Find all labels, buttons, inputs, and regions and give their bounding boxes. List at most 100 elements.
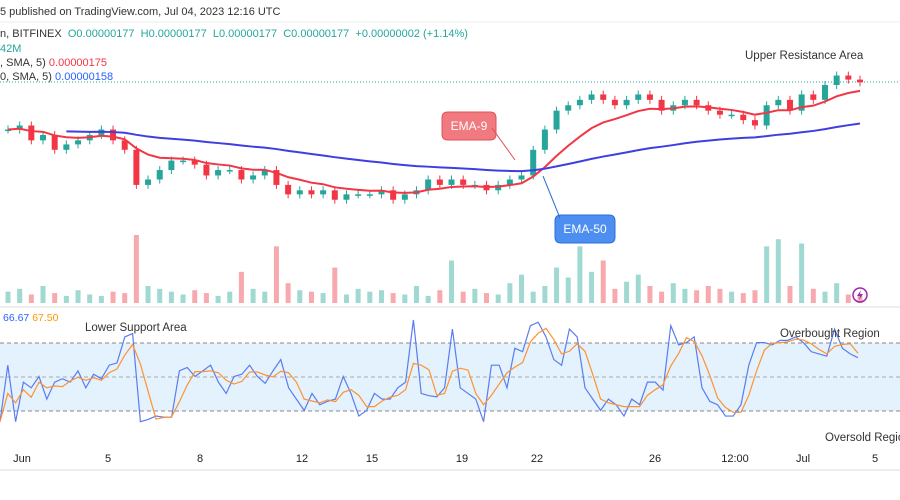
stoch-d-value: 67.50 bbox=[32, 312, 59, 324]
volume-bar bbox=[554, 267, 560, 303]
candle bbox=[565, 105, 572, 111]
x-tick-label: 5 bbox=[872, 453, 878, 465]
volume-bar bbox=[378, 290, 384, 303]
candle bbox=[156, 170, 163, 180]
candle bbox=[541, 129, 548, 150]
volume-bar bbox=[87, 294, 93, 303]
volume-bar bbox=[810, 288, 816, 303]
volume-bar bbox=[647, 286, 653, 303]
volume-bar bbox=[110, 291, 116, 303]
candle bbox=[121, 140, 128, 150]
volume-bar bbox=[519, 274, 525, 303]
volume-bar bbox=[157, 288, 163, 303]
volume-bar bbox=[682, 288, 688, 303]
volume-bar bbox=[75, 290, 81, 303]
ema50-callout: EMA-50 bbox=[542, 175, 616, 244]
volume-bar bbox=[273, 246, 279, 303]
ema50-line bbox=[66, 122, 861, 173]
volume-bar bbox=[413, 286, 419, 303]
volume-bar bbox=[285, 283, 291, 303]
candle bbox=[436, 179, 443, 185]
volume-bar bbox=[215, 295, 221, 303]
volume-bar bbox=[203, 293, 209, 303]
volume-bar bbox=[705, 286, 711, 303]
volume-bar bbox=[250, 288, 256, 303]
candle bbox=[75, 140, 82, 145]
candle bbox=[285, 184, 292, 195]
volume-bar bbox=[5, 291, 11, 303]
x-tick-label: 22 bbox=[531, 453, 543, 465]
candle bbox=[635, 94, 642, 100]
candle bbox=[261, 170, 268, 176]
candle bbox=[180, 160, 187, 163]
volume-bar bbox=[670, 283, 676, 303]
ema9-callout: EMA-9 bbox=[441, 111, 516, 161]
candle bbox=[751, 120, 758, 126]
candle bbox=[810, 94, 817, 100]
volume-bar bbox=[717, 288, 723, 303]
ema2-value: 0.00000158 bbox=[55, 71, 114, 83]
symbol: n, BITFINEX bbox=[0, 28, 62, 40]
ema2-legend: 0, SMA, 5) 0.00000158 bbox=[0, 71, 113, 83]
volume-bar bbox=[180, 294, 186, 303]
volume-bar bbox=[40, 286, 46, 303]
candle bbox=[320, 190, 327, 195]
ema1-label: , SMA, 5) bbox=[0, 57, 46, 69]
ema9-label: EMA-9 bbox=[451, 119, 488, 133]
candle bbox=[821, 85, 828, 100]
volume-bar bbox=[227, 291, 233, 303]
x-tick-label: 12 bbox=[296, 453, 308, 465]
candle bbox=[28, 125, 35, 141]
candle bbox=[168, 160, 175, 171]
volume-bar bbox=[822, 291, 828, 303]
volume-bar bbox=[437, 290, 443, 303]
volume-bar bbox=[449, 260, 455, 303]
candle bbox=[588, 94, 595, 100]
lightning-icon[interactable] bbox=[852, 287, 868, 303]
candle bbox=[250, 175, 257, 180]
candle bbox=[833, 75, 840, 85]
volume-bar bbox=[495, 294, 501, 303]
volume-bar bbox=[729, 291, 735, 303]
candle bbox=[495, 184, 502, 191]
ema2-label: 0, SMA, 5) bbox=[0, 71, 52, 83]
candle bbox=[366, 194, 373, 196]
volume-bar bbox=[507, 283, 513, 303]
candle bbox=[40, 134, 47, 141]
volume-bar bbox=[752, 290, 758, 303]
volume-bar bbox=[145, 286, 151, 303]
candle bbox=[226, 170, 233, 172]
volume-bar bbox=[343, 294, 349, 303]
volume-bar bbox=[262, 291, 268, 303]
candle bbox=[530, 149, 537, 176]
volume-bar bbox=[133, 235, 139, 303]
candle bbox=[273, 170, 280, 185]
x-tick-label: 12:00 bbox=[721, 453, 749, 465]
x-tick-label: Jun bbox=[13, 453, 31, 465]
overbought-label: Overbought Region bbox=[780, 328, 880, 340]
volume-bar bbox=[834, 283, 840, 303]
candle bbox=[203, 164, 210, 176]
candle bbox=[576, 99, 583, 106]
volume-bar bbox=[320, 293, 326, 303]
candle bbox=[390, 190, 397, 200]
candle bbox=[378, 190, 385, 195]
candle bbox=[308, 190, 315, 195]
volume-bar bbox=[192, 290, 198, 303]
candle bbox=[611, 99, 618, 106]
candle bbox=[238, 170, 245, 180]
candle bbox=[775, 99, 782, 106]
volume-bar bbox=[845, 294, 851, 303]
oversold-label: Oversold Regio bbox=[825, 432, 900, 444]
published-line: 5 published on TradingView.com, Jul 04, … bbox=[0, 6, 281, 18]
candle bbox=[740, 114, 747, 121]
volume-bar bbox=[52, 293, 58, 303]
candle bbox=[658, 99, 665, 111]
volume-bar bbox=[694, 290, 700, 303]
ema9-line bbox=[7, 89, 861, 194]
volume-bar bbox=[787, 286, 793, 303]
volume-value: 42M bbox=[0, 43, 22, 55]
candle bbox=[331, 190, 338, 200]
ema1-legend: , SMA, 5) 0.00000175 bbox=[0, 57, 107, 69]
